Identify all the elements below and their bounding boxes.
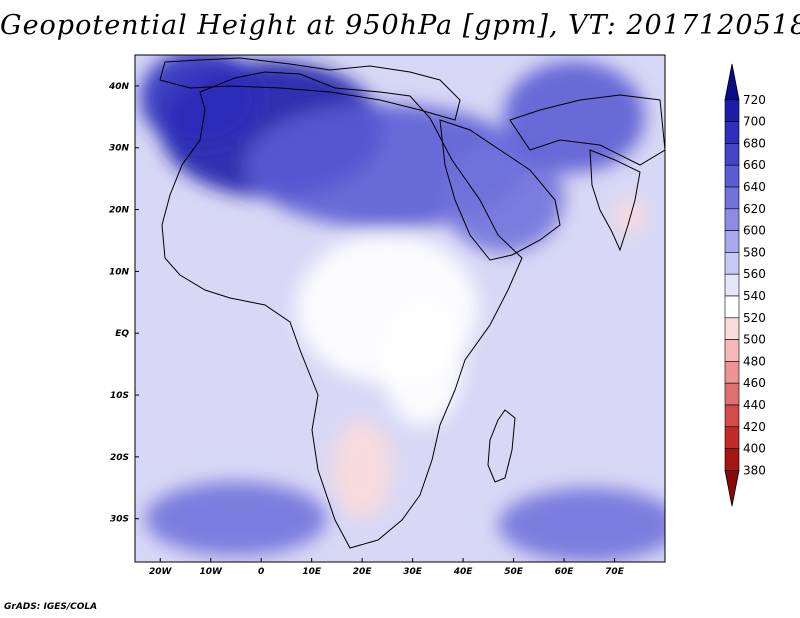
colorbar-segment: [724, 339, 740, 362]
colorbar-label: 500: [743, 333, 766, 347]
colorbar-bottom-arrow: [724, 469, 740, 507]
chart-title: Geopotential Height at 950hPa [gpm], VT:…: [0, 10, 800, 41]
colorbar-segment: [724, 295, 740, 319]
india-coastline: [589, 149, 641, 252]
colorbar-label: 560: [743, 267, 766, 281]
colorbar-segment: [724, 143, 740, 166]
colorbar-label: 380: [743, 463, 766, 477]
colorbar-segment: [724, 121, 740, 144]
height-field: [140, 55, 665, 562]
colorbar-segment: [724, 164, 740, 188]
colorbar-segment: [724, 404, 740, 428]
colorbar-segment: [724, 426, 740, 449]
colorbar-top-arrow: [724, 63, 740, 101]
arabia-coastline: [439, 119, 561, 261]
lon-tick-label: 10W: [199, 567, 223, 577]
colorbar-segment: [724, 186, 740, 210]
africa-coastline: [161, 71, 523, 549]
field-high-nw-africa: [140, 55, 262, 148]
lon-tick-label: 60E: [555, 567, 575, 577]
iran-coastline: [509, 94, 665, 166]
colorbar-segment: [724, 448, 740, 471]
lat-tick-label: EQ: [115, 329, 129, 339]
colorbar-label: 440: [743, 398, 766, 412]
lon-tick-label: 40E: [453, 567, 474, 577]
coastlines: [159, 57, 665, 549]
lat-tick-label: 20N: [109, 206, 130, 216]
colorbar-label: 680: [743, 136, 766, 150]
lon-tick-label: 0: [258, 567, 264, 577]
colorbar-label: 520: [743, 311, 766, 325]
latitude-axis: 40N 30N 20N 10N EQ 10S 20S 30S: [108, 82, 139, 525]
field-low-india: [614, 197, 645, 235]
lat-tick-label: 30N: [109, 144, 130, 154]
grads-credit: GrADS: IGES/COLA: [4, 602, 98, 612]
longitude-axis: 20W 10W 0 10E 20E 30E 40E 50E 60E 70E: [149, 558, 625, 577]
lon-tick-label: 50E: [504, 567, 524, 577]
colorbar-label: 720: [743, 93, 766, 107]
lon-tick-label: 30E: [403, 567, 423, 577]
colorbar: 720 700 680 660 640 620 600 580 560 540 520 500 480 4…: [724, 63, 766, 507]
colorbar-label: 480: [743, 354, 766, 368]
lat-tick-label: 20S: [110, 453, 129, 463]
colorbar-label: 400: [743, 442, 766, 456]
europe-coastline: [159, 57, 461, 121]
colorbar-segment: [724, 99, 740, 122]
colorbar-label: 660: [743, 158, 766, 172]
plot-area: 20W 10W 0 10E 20E 30E 40E 50E 60E 70E 40N 30N 20N 10…: [108, 54, 666, 577]
colorbar-label: 540: [743, 289, 766, 303]
colorbar-segment: [724, 252, 740, 275]
colorbar-segment: [724, 382, 740, 406]
colorbar-segment: [724, 208, 740, 231]
lon-tick-label: 10E: [302, 567, 322, 577]
lat-tick-label: 10S: [110, 391, 129, 401]
plot-frame: [134, 54, 666, 563]
field-high-south-atlantic: [145, 481, 327, 556]
field-arabia-ridge: [442, 141, 565, 253]
field-iran-ridge: [503, 61, 645, 173]
colorbar-label: 600: [743, 224, 766, 238]
colorbar-segment: [724, 361, 740, 384]
colorbar-label: 640: [743, 180, 766, 194]
colorbar-segment: [724, 230, 740, 253]
madagascar-coastline: [487, 409, 516, 483]
colorbar-segment: [724, 273, 740, 297]
colorbar-segment: [724, 317, 740, 340]
colorbar-label: 580: [743, 245, 766, 259]
field-high-south-indian: [498, 487, 665, 562]
lat-tick-label: 10N: [109, 267, 130, 277]
colorbar-label: 620: [743, 202, 766, 216]
lon-tick-label: 20W: [149, 567, 173, 577]
lat-tick-label: 40N: [108, 82, 130, 92]
colorbar-label: 460: [743, 376, 766, 390]
lat-tick-label: 30S: [110, 515, 129, 525]
lon-tick-label: 70E: [605, 567, 625, 577]
field-low-east-africa: [382, 302, 464, 426]
field-low-southern-africa: [331, 419, 393, 519]
colorbar-label: 420: [743, 420, 766, 434]
colorbar-label: 700: [743, 115, 766, 129]
lon-tick-label: 20E: [353, 567, 373, 577]
